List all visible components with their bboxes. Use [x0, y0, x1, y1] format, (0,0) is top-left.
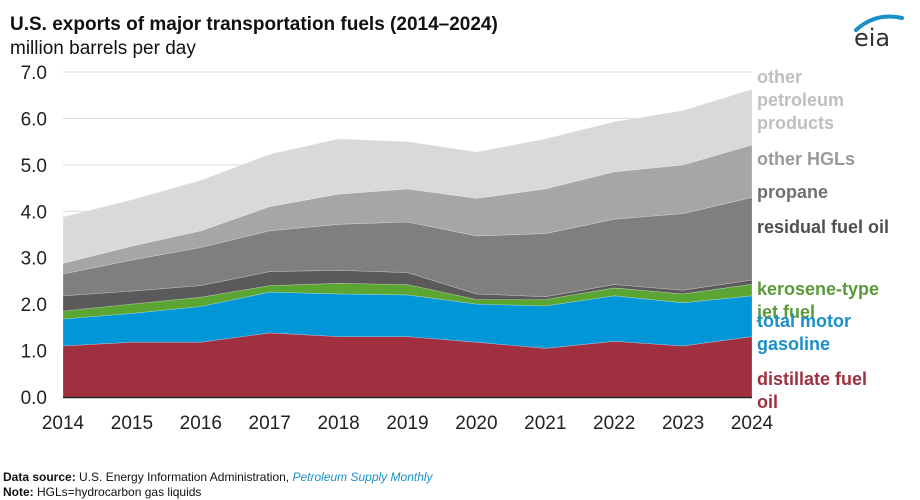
stacked-area-chart: 0.01.02.03.04.05.06.07.0 2014 2015 2016 201… [21, 63, 774, 434]
x-tick-label: 2019 [386, 413, 428, 434]
x-tick-label: 2016 [180, 413, 222, 434]
y-tick-label: 7.0 [21, 63, 47, 84]
y-tick-label: 0.0 [21, 388, 47, 409]
legend-label-residual-fuel-oil: residual fuel oil [757, 217, 890, 237]
y-tick-label: 4.0 [21, 202, 47, 223]
x-tick-label: 2021 [524, 413, 566, 434]
y-tick-label: 6.0 [21, 109, 47, 130]
logo-swoosh-icon [854, 14, 904, 32]
y-tick-label: 5.0 [21, 156, 47, 177]
x-tick-labels: 2014 2015 2016 2017 2018 2019 2020 2021 2022 2023… [42, 413, 774, 434]
x-tick-label: 2017 [249, 413, 291, 434]
y-tick-label: 2.0 [21, 295, 47, 316]
legend-label-distillate-fuel-oil: distillate fuel oil [757, 369, 868, 412]
note-text: HGLs=hydrocarbon gas liquids [33, 485, 202, 499]
area-other-petroleum-products [62, 88, 753, 264]
x-tick-label: 2023 [662, 413, 704, 434]
x-tick-label: 2015 [111, 413, 153, 434]
eia-logo: eia [848, 10, 904, 52]
data-source-text: U.S. Energy Information Administration, [75, 470, 293, 484]
y-tick-label: 1.0 [21, 342, 47, 363]
x-tick-label: 2014 [42, 413, 85, 434]
legend-label-total-motor-gasoline: total motor gasoline [757, 311, 851, 354]
x-tick-label: 2024 [731, 413, 774, 434]
note-label: Note: [3, 485, 34, 499]
note-line: Note: HGLs=hydrocarbon gas liquids [3, 485, 201, 499]
x-tick-label: 2022 [593, 413, 635, 434]
data-source-link[interactable]: Petroleum Supply Monthly [292, 470, 433, 484]
y-tick-labels: 0.0 1.0 2.0 3.0 4.0 5.0 6.0 7.0 [21, 63, 47, 409]
legend-label-kerosene-type-jet-fuel: kerosene-type jet fuel [757, 279, 880, 322]
legend-label-propane: propane [757, 182, 829, 202]
area-series [62, 88, 753, 398]
legend-label-other-hgls: other HGLs [757, 149, 856, 169]
area-kerosene-type-jet-fuel [62, 282, 753, 320]
logo-text: eia [854, 24, 891, 52]
data-source-line: Data source: U.S. Energy Information Adm… [3, 470, 433, 484]
y-tick-label: 3.0 [21, 249, 47, 270]
data-source-label: Data source: [3, 470, 76, 484]
x-tick-label: 2018 [317, 413, 359, 434]
chart-title: U.S. exports of major transportation fue… [10, 14, 498, 35]
y-axis-units-label: million barrels per day [10, 38, 196, 59]
x-tick-label: 2020 [455, 413, 497, 434]
legend-label-other-petroleum-products: other petroleum products [757, 67, 845, 133]
area-residual-fuel-oil [62, 269, 753, 312]
